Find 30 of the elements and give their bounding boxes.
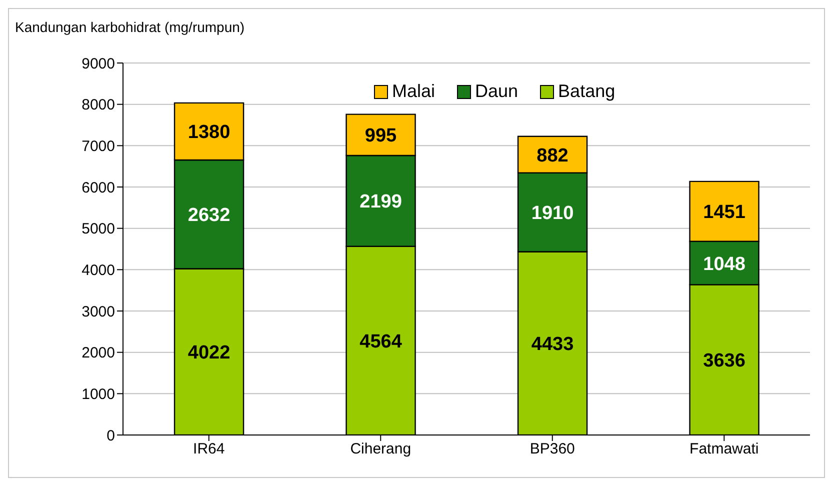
data-label: 4433: [531, 334, 574, 356]
data-label: 1380: [188, 122, 230, 144]
data-label: 882: [536, 145, 568, 166]
data-label: 2632: [188, 205, 230, 226]
y-tick-label: 0: [106, 427, 115, 444]
x-tick-label: Fatmawati: [690, 440, 759, 458]
x-tick-label: IR64: [193, 440, 225, 458]
data-label: 4022: [188, 342, 230, 364]
data-label: 3636: [703, 350, 746, 372]
legend-label: Daun: [474, 81, 518, 102]
data-label: 1451: [703, 202, 746, 224]
data-label: 995: [364, 126, 398, 147]
data-label: 1048: [703, 254, 746, 275]
data-label: 4564: [360, 331, 402, 352]
y-tick-label: 3000: [82, 303, 115, 320]
chart-title: Kandungan karbohidrat (mg/rumpun): [15, 19, 245, 35]
y-tick-label: 6000: [82, 179, 115, 196]
x-tick-label: BP360: [530, 440, 575, 458]
x-tick-label: Ciherang: [350, 440, 412, 458]
y-tick-label: 4000: [82, 262, 115, 279]
y-tick-label: 5000: [82, 220, 115, 238]
legend-label: Malai: [391, 81, 436, 102]
y-tick-label: 2000: [82, 344, 115, 362]
y-tick-label: 9000: [82, 55, 115, 72]
y-tick-label: 1000: [82, 386, 115, 403]
y-tick-label: 8000: [82, 96, 115, 114]
data-label: 2199: [360, 192, 402, 213]
legend-label: Batang: [557, 81, 616, 102]
y-tick-label: 7000: [82, 138, 115, 155]
data-label: 1910: [531, 203, 574, 224]
